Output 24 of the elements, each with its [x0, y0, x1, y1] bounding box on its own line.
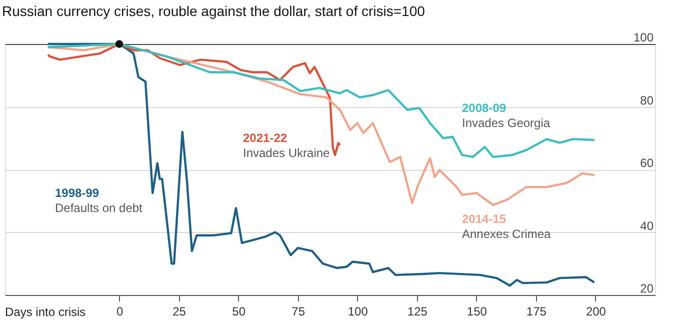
y-tick-label: 100: [633, 30, 654, 44]
x-tick-label: 25: [172, 304, 186, 318]
x-tick-label: 150: [466, 304, 488, 318]
x-tick-label: 125: [407, 304, 428, 318]
text: 1998-99: [55, 186, 100, 200]
text: 2021-22: [243, 131, 288, 145]
annotation: Invades Ukraine: [243, 146, 330, 160]
y-tick-label: 40: [640, 218, 654, 233]
annotation: Defaults on debt: [55, 201, 144, 215]
annotation: Annexes Crimea: [462, 227, 552, 241]
annotation: Invades Georgia: [462, 116, 550, 130]
x-axis-title: Days into crisis: [5, 305, 86, 319]
series-label: 2008-09: [462, 101, 506, 115]
series-label: 2014-15: [462, 212, 506, 226]
y-tick-label: 60: [640, 156, 654, 170]
y-tick-label: 80: [640, 93, 654, 108]
x-tick-label: 200: [586, 304, 606, 318]
x-tick-label: 75: [292, 304, 306, 318]
chart-title: Russian currency crises, rouble against the dollar, start of crisis=100: [2, 3, 426, 19]
x-tick-label: 0: [116, 304, 124, 318]
y-tick-label: 20: [640, 282, 654, 296]
x-tick-label: 175: [526, 304, 547, 318]
x-tick-label: 50: [232, 304, 246, 318]
x-tick-label: 100: [348, 304, 368, 318]
